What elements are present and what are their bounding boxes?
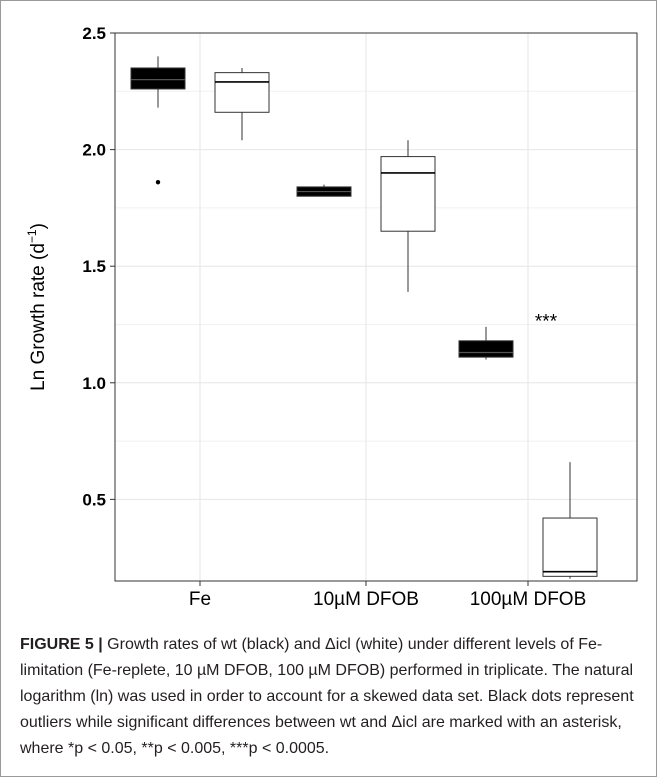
significance-annotation: ***	[535, 311, 558, 332]
annotation-layer: ***	[535, 311, 558, 332]
plot-border	[114, 32, 638, 582]
box-wt-0	[130, 56, 186, 185]
y-tick-label: 2.5	[82, 24, 106, 43]
axis-layer: 0.5 1.0 1.5 2.0 2.5 Fe 10µM DFOB 100µM DFOB	[82, 24, 586, 610]
boxplot-chart: 0.5 1.0 1.5 2.0 2.5 Fe 10µM DFOB 100µM DFOB Ln …	[25, 24, 638, 610]
box-rect	[214, 72, 270, 113]
x-tick-label: Fe	[189, 589, 211, 610]
y-tick-label: 0.5	[82, 490, 106, 509]
y-axis-label-main: Ln Growth rate (d	[28, 243, 49, 391]
y-tick-label: 1.0	[82, 374, 106, 393]
box-dicl-1	[380, 140, 436, 292]
box-rect	[542, 517, 598, 577]
figure-caption: FIGURE 5 | Growth rates of wt (black) an…	[20, 632, 645, 762]
caption-text: Growth rates of wt (black) and Δicl (whi…	[20, 636, 634, 757]
outlier-point	[155, 180, 161, 185]
box-rect	[380, 156, 436, 232]
y-axis-label: Ln Growth rate (d−1)	[25, 223, 49, 391]
x-tick-label: 100µM DFOB	[470, 589, 587, 610]
box-layer	[130, 56, 598, 579]
x-tick-label: 10µM DFOB	[313, 589, 419, 610]
y-axis-label-close: )	[28, 223, 49, 229]
y-axis-label-superscript: −1	[25, 229, 39, 243]
box-rect	[458, 340, 514, 358]
box-wt-1	[296, 184, 352, 197]
y-tick-label: 2.0	[82, 141, 106, 160]
grid-layer	[115, 32, 637, 581]
caption-label: FIGURE 5 |	[20, 636, 103, 653]
y-tick-label: 1.5	[82, 257, 106, 276]
box-dicl-0	[214, 67, 270, 141]
box-wt-2	[458, 326, 514, 360]
box-dicl-2	[542, 462, 598, 579]
box-rect	[130, 67, 186, 90]
